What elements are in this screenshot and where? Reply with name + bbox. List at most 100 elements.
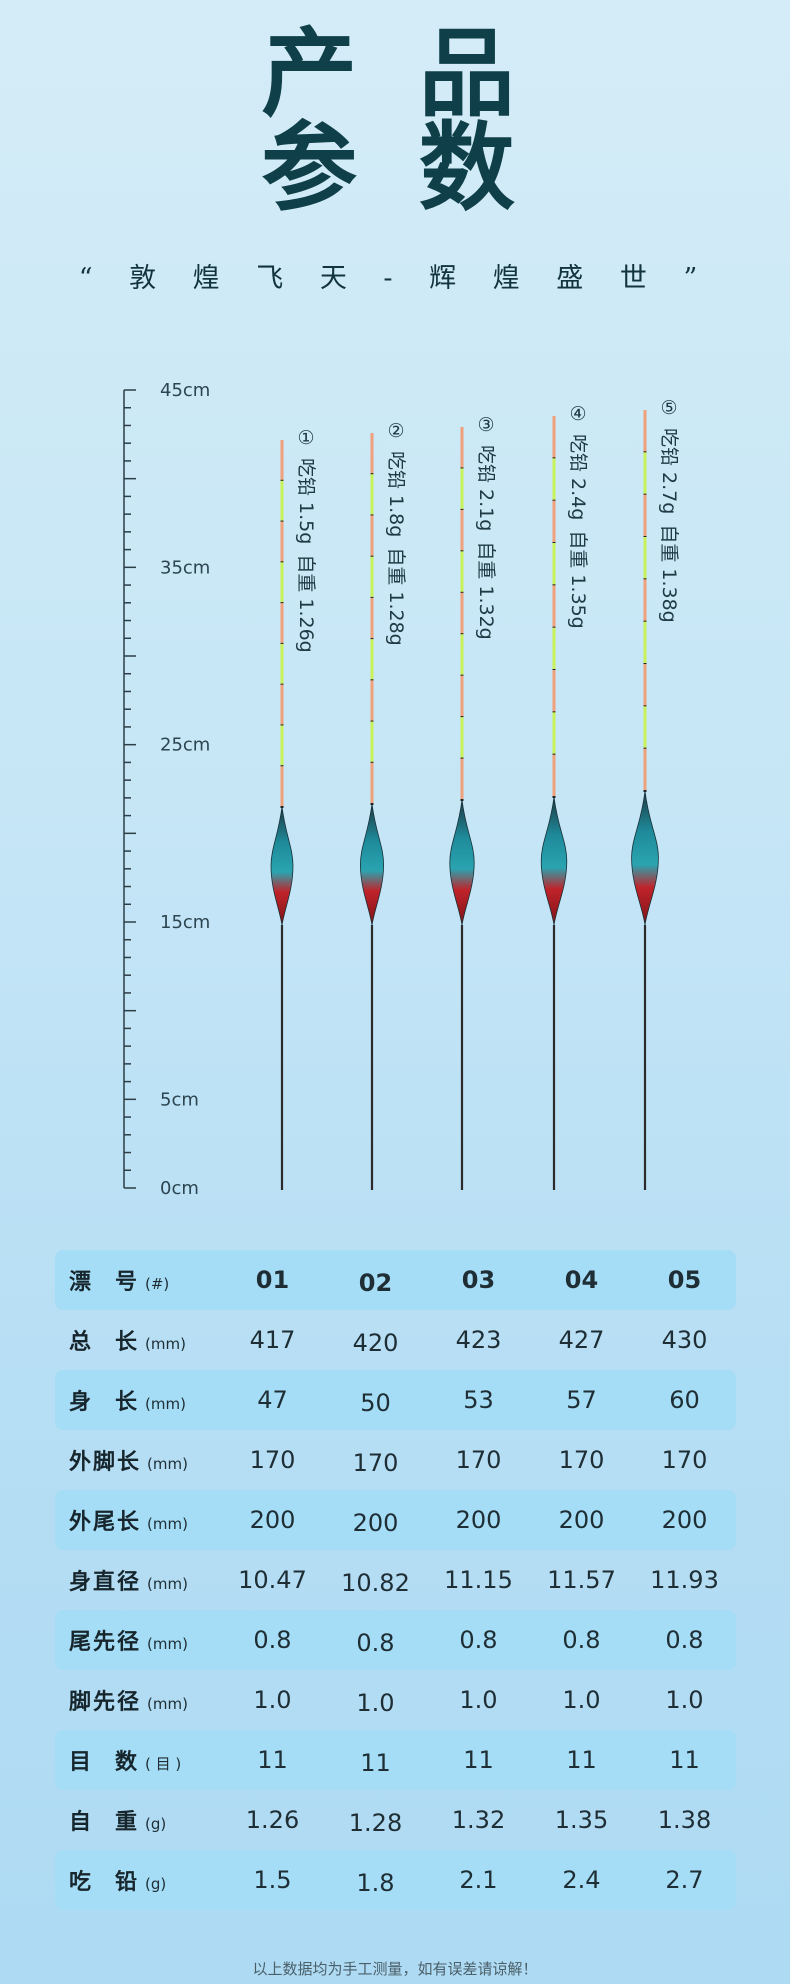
float-body: [631, 790, 659, 926]
table-cell: 417: [249, 1326, 296, 1354]
float-number: ②: [387, 420, 404, 442]
table-cell: 420: [352, 1329, 399, 1357]
table-cell: 200: [249, 1506, 296, 1534]
table-row: 吃铅(g) 1.5 1.8 2.1 2.4 2.7: [55, 1850, 736, 1910]
table-cell: 170: [558, 1446, 605, 1474]
float-4: ④ 吃铅 2.4g 自重 1.35g: [540, 403, 589, 1190]
row-label: 自重(g): [55, 1804, 221, 1836]
float-spec-label: 吃铅 1.8g 自重 1.28g: [385, 451, 407, 646]
table-cell: 1.32: [451, 1806, 506, 1834]
row-label: 目数( 目 ): [55, 1744, 221, 1776]
table-row: 身直径 (mm) 10.47 10.82 11.15 11.57 11.93: [55, 1550, 736, 1610]
page-title-line1: 产 品: [261, 17, 529, 130]
float-spec-label: 吃铅 2.7g 自重 1.38g: [658, 428, 680, 623]
table-cell: 427: [558, 1326, 605, 1354]
table-cell: 170: [352, 1449, 399, 1477]
table-cell: 1.35: [554, 1806, 609, 1834]
page-title-line2: 参 数: [261, 111, 529, 224]
table-row: 目数( 目 ) 11 11 11 11 11: [55, 1730, 736, 1790]
table-row: 外脚长 (mm) 170 170 170 170 170: [55, 1430, 736, 1490]
table-cell: 53: [463, 1386, 494, 1414]
table-cell: 1.0: [253, 1686, 292, 1714]
float-spec-label: 吃铅 1.5g 自重 1.26g: [295, 458, 317, 653]
row-name: 总长: [69, 1330, 162, 1355]
float-spec-label: 吃铅 2.1g 自重 1.32g: [475, 445, 497, 640]
table-cell: 57: [566, 1386, 597, 1414]
table-cell: 1.38: [657, 1806, 712, 1834]
float-number: ①: [297, 427, 314, 449]
ruler-label: 45cm: [160, 380, 210, 401]
table-row: 身长(mm) 47 50 53 57 60: [55, 1370, 736, 1430]
row-label: 身直径 (mm): [55, 1564, 221, 1596]
table-cell: 05: [667, 1266, 702, 1294]
row-name: 外脚长: [69, 1450, 142, 1475]
float-body: [449, 799, 475, 926]
table-cell: 1.28: [348, 1809, 403, 1837]
table-cell: 10.47: [238, 1566, 307, 1594]
table-cell: 04: [564, 1266, 599, 1294]
float-weight: 自重 1.26g: [295, 554, 317, 652]
float-2: ② 吃铅 1.8g 自重 1.28g: [359, 420, 407, 1190]
table-cell: 11: [360, 1749, 391, 1777]
row-label: 外尾长 (mm): [55, 1504, 221, 1536]
table-cell: 423: [455, 1326, 502, 1354]
spec-table: 漂号(#) 01 02 03 04 05 总长(mm) 417 420 423 427 430 身长(m…: [55, 1250, 736, 1910]
row-unit: (mm): [145, 1395, 186, 1413]
row-name: 尾先径: [69, 1630, 142, 1655]
row-label: 总长(mm): [55, 1324, 221, 1356]
row-unit: (g): [145, 1815, 167, 1833]
table-cell: 11: [669, 1746, 700, 1774]
table-row: 外尾长 (mm) 200 200 200 200 200: [55, 1490, 736, 1550]
table-cell: 0.8: [665, 1626, 704, 1654]
float-number: ④: [569, 403, 586, 425]
row-unit: (g): [145, 1875, 167, 1893]
row-unit: (mm): [145, 1335, 186, 1353]
table-row: 脚先径 (mm) 1.0 1.0 1.0 1.0 1.0: [55, 1670, 736, 1730]
ruler-label: 35cm: [160, 557, 210, 578]
row-name: 目数: [69, 1750, 162, 1775]
row-name: 吃铅: [69, 1870, 162, 1895]
table-cell: 11.93: [650, 1566, 719, 1594]
ruler-label: 5cm: [160, 1089, 199, 1110]
ruler-label: 15cm: [160, 912, 210, 933]
table-row: 总长(mm) 417 420 423 427 430: [55, 1310, 736, 1370]
table-cell: 03: [461, 1266, 496, 1294]
table-cell: 2.1: [459, 1866, 498, 1894]
row-name: 外尾长: [69, 1510, 142, 1535]
row-unit: (mm): [147, 1515, 188, 1533]
table-cell: 02: [358, 1269, 393, 1297]
ruler-label: 0cm: [160, 1178, 199, 1199]
row-unit: (mm): [147, 1455, 188, 1473]
table-cell: 50: [360, 1389, 391, 1417]
float-5: ⑤ 吃铅 2.7g 自重 1.38g: [631, 397, 680, 1190]
ruler-label: 25cm: [160, 735, 210, 756]
float-number: ③: [477, 414, 494, 436]
float-number: ⑤: [660, 397, 677, 419]
table-cell: 1.0: [665, 1686, 704, 1714]
float-body: [270, 806, 294, 926]
table-cell: 430: [661, 1326, 708, 1354]
row-unit: (#): [145, 1275, 170, 1293]
float-lead: 吃铅 2.1g: [475, 445, 497, 531]
table-cell: 11: [257, 1746, 288, 1774]
row-name: 脚先径: [69, 1690, 142, 1715]
table-cell: 11.15: [444, 1566, 513, 1594]
table-cell: 200: [455, 1506, 502, 1534]
row-name: 自重: [69, 1810, 162, 1835]
float-body: [359, 803, 385, 926]
table-cell: 200: [558, 1506, 605, 1534]
table-cell: 1.5: [253, 1866, 292, 1894]
row-unit: (mm): [147, 1575, 188, 1593]
table-cell: 0.8: [356, 1629, 395, 1657]
row-label: 漂号(#): [55, 1264, 221, 1296]
floats-group: ① 吃铅 1.5g 自重 1.26g ② 吃铅 1.8g 自重 1.28g ③ 吃铅 2.1g…: [270, 397, 680, 1190]
table-row: 漂号(#) 01 02 03 04 05: [55, 1250, 736, 1310]
table-cell: 2.7: [665, 1866, 704, 1894]
table-row: 尾先径 (mm) 0.8 0.8 0.8 0.8 0.8: [55, 1610, 736, 1670]
row-name: 漂号: [69, 1270, 162, 1295]
row-label: 脚先径 (mm): [55, 1684, 221, 1716]
row-unit: (mm): [147, 1635, 188, 1653]
table-cell: 0.8: [253, 1626, 292, 1654]
row-label: 外脚长 (mm): [55, 1444, 221, 1476]
table-cell: 1.0: [356, 1689, 395, 1717]
